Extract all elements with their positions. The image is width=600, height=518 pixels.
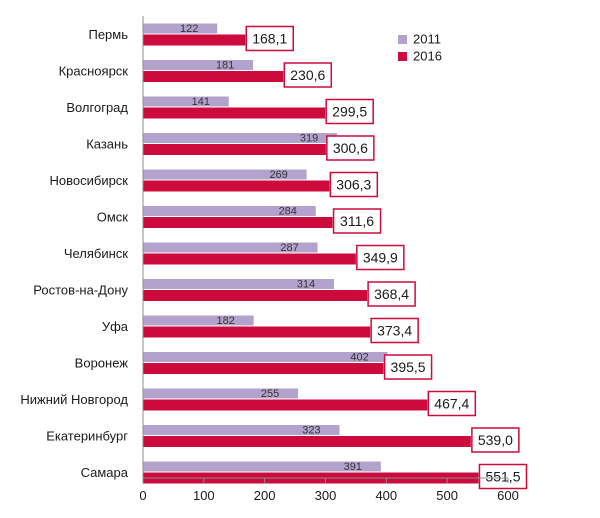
data-label-2011: 141: [192, 96, 210, 108]
x-tick-label: 500: [436, 488, 458, 503]
bar-2011: [143, 169, 307, 180]
bar-2011: [143, 96, 229, 107]
category-label: Екатеринбург: [46, 429, 128, 444]
data-label-2011: 323: [302, 425, 320, 437]
data-label-2016: 373,4: [377, 323, 412, 339]
bar-2011: [143, 133, 338, 143]
bar-2016: [143, 217, 333, 228]
legend-label-2016: 2016: [413, 49, 442, 64]
bar-2016: [143, 34, 246, 46]
bar-2011: [143, 461, 381, 472]
legend: 2011 2016: [398, 32, 442, 64]
bar-2016: [143, 290, 368, 301]
data-label-2016: 311,6: [340, 213, 374, 229]
data-label-box-2016: [427, 390, 477, 417]
legend-label-2011: 2011: [413, 32, 441, 47]
data-label-2016: 368,4: [374, 286, 409, 302]
bar-2016: [143, 326, 371, 338]
data-label-2011: 181: [216, 60, 234, 72]
bar-2011: [143, 60, 254, 70]
data-label-2011: 391: [344, 461, 362, 473]
bar-2011: [143, 352, 388, 362]
data-label-2016: 349,9: [363, 250, 398, 266]
bar-2016: [143, 363, 384, 374]
data-label-2011: 287: [280, 242, 298, 254]
bar-2011: [143, 425, 340, 435]
bar-2011: [143, 315, 254, 326]
category-label: Ростов-на-Дону: [33, 283, 128, 298]
data-label-box-2016: [283, 62, 333, 88]
category-label: Волгоград: [66, 100, 128, 115]
data-label-box-2016: [383, 354, 433, 380]
bar-2016: [143, 436, 471, 447]
category-label: Нижний Новгород: [20, 392, 128, 407]
category-label: Пермь: [88, 27, 128, 42]
x-tick-label: 400: [375, 488, 397, 503]
category-label: Уфа: [102, 319, 129, 334]
data-label-2011: 269: [269, 169, 287, 181]
data-label-2011: 182: [217, 315, 235, 327]
data-label-box-2016: [245, 25, 295, 52]
category-label: Самара: [81, 465, 129, 480]
bar-2016: [143, 180, 330, 192]
x-axis: 0 100 200 300 400 500 600: [139, 16, 519, 503]
data-label-box-2016: [325, 98, 374, 125]
x-tick-label: 600: [497, 488, 519, 503]
data-label-box-2016: [329, 171, 379, 198]
data-label-2016: 395,5: [391, 359, 426, 375]
bar-2011: [143, 279, 335, 289]
category-labels: Пермь Красноярск Волгоград Казань Новосибирс…: [20, 27, 128, 480]
bar-2011: [143, 242, 318, 253]
category-label: Новосибирск: [50, 173, 129, 188]
bar-2016: [143, 144, 326, 155]
data-label-box-2016: [370, 317, 419, 344]
data-label-2011: 284: [279, 206, 297, 218]
bar-2011: [143, 388, 299, 399]
category-label: Красноярск: [59, 64, 129, 79]
data-label-2016: 539,0: [478, 432, 513, 448]
category-label: Казань: [86, 137, 128, 152]
category-label: Челябинск: [64, 246, 128, 261]
x-tick-label: 200: [254, 488, 276, 503]
bar-2016: [143, 399, 428, 411]
x-tick-label: 0: [139, 488, 146, 503]
bar-2016: [143, 107, 326, 119]
data-label-box-2016: [326, 135, 375, 161]
x-tick-label: 100: [193, 488, 215, 503]
data-label-2016: 467,4: [434, 396, 469, 412]
data-label-2011: 402: [350, 352, 368, 364]
data-label-box-2016: [478, 463, 528, 490]
data-label-box-2016: [356, 244, 405, 271]
data-label-2011: 319: [300, 133, 318, 145]
category-label: Воронеж: [75, 356, 129, 371]
legend-swatch-2016: [398, 52, 407, 61]
bars-layer: 122 168,1 181 230,6 141 299,5 319 300,6 269 306,3…: [143, 23, 528, 490]
x-tick-label: 300: [315, 488, 337, 503]
data-label-2016: 230,6: [290, 67, 325, 83]
bar-2016: [143, 253, 356, 265]
data-label-2011: 255: [261, 388, 279, 400]
bar-2016: [143, 71, 284, 82]
legend-swatch-2011: [398, 35, 407, 44]
data-label-box-2016: [367, 281, 416, 307]
bar-2011: [143, 206, 316, 216]
data-label-2011: 122: [180, 23, 198, 35]
data-label-box-2016: [471, 427, 520, 453]
data-label-2011: 314: [297, 279, 315, 291]
data-label-box-2016: [332, 208, 382, 234]
data-label-2016: 551,5: [485, 469, 520, 485]
data-label-2016: 168,1: [252, 31, 287, 47]
data-label-2016: 306,3: [336, 177, 371, 193]
bar-2011: [143, 23, 218, 34]
category-label: Омск: [97, 210, 129, 225]
data-label-2016: 299,5: [332, 104, 367, 120]
data-label-2016: 300,6: [333, 140, 368, 156]
